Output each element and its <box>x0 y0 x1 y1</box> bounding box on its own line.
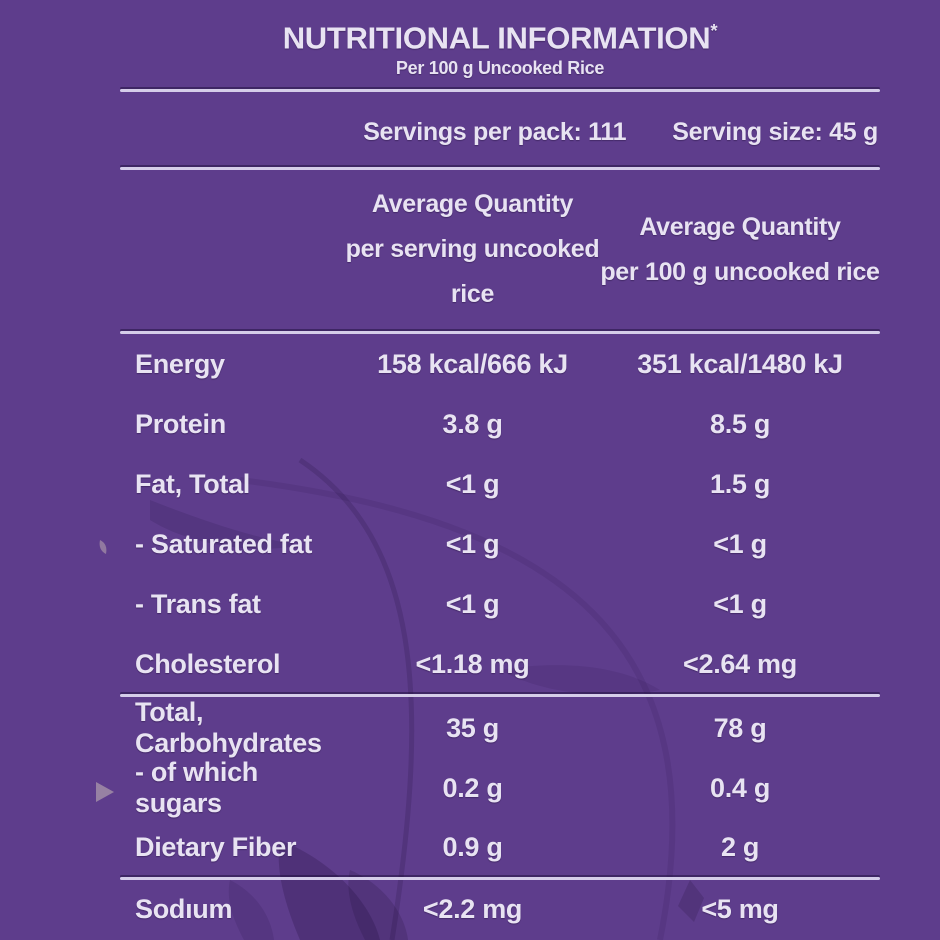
table-row: - Trans fat <1 g <1 g <box>120 574 880 634</box>
row-value-per-100g: <2.64 mg <box>683 648 797 679</box>
row-value-per-serving: 0.2 g <box>442 772 503 803</box>
table-row: Total, Carbohydrates 35 g 78 g <box>120 697 880 759</box>
table-row: Protein 3.8 g 8.5 g <box>120 394 880 454</box>
row-value-per-100g: 78 g <box>713 712 767 743</box>
servings-per-pack-label: Servings per pack: 111 <box>363 118 627 147</box>
table-row: Dietary Fiber 0.9 g 2 g <box>120 817 880 877</box>
row-value-per-serving: 35 g <box>446 712 499 743</box>
table-group-carbohydrates: Total, Carbohydrates 35 g 78 g - of whic… <box>120 697 880 877</box>
row-value-per-100g: 1.5 g <box>709 468 771 499</box>
row-value-per-100g: 2 g <box>720 831 760 862</box>
servings-row: Servings per pack: 111 Serving size: 45 … <box>120 92 880 167</box>
table-row: Fat, Total <1 g 1.5 g <box>120 454 880 514</box>
row-label: - of which sugars <box>135 757 258 819</box>
page-title-text: NUTRITIONAL INFORMATION <box>282 20 711 56</box>
divider-headers <box>120 331 880 335</box>
title-asterisk: * <box>710 20 718 41</box>
row-value-per-100g: <5 mg <box>701 893 779 924</box>
serving-size-label: Serving size: 45 g <box>672 118 878 147</box>
page-title: NUTRITIONAL INFORMATION* <box>120 14 880 55</box>
page-subtitle: Per 100 g Uncooked Rice <box>395 58 605 79</box>
table-group-main: Energy 158 kcal/666 kJ 351 kcal/1480 kJ … <box>120 334 880 694</box>
row-label: Energy <box>135 348 225 379</box>
column-header-per-100g: Average Quantity per 100 g uncooked rice <box>600 212 880 286</box>
row-label: Total, Carbohydrates <box>135 697 322 759</box>
row-label: - Trans fat <box>135 588 261 619</box>
table-row: - of which sugars 0.2 g 0.4 g <box>120 757 880 819</box>
row-value-per-serving: 3.8 g <box>442 408 503 439</box>
row-value-per-serving: 0.9 g <box>442 831 503 862</box>
row-value-per-100g: 8.5 g <box>709 408 771 439</box>
row-value-per-serving: <1 g <box>445 468 500 499</box>
row-label: Sodıum <box>135 893 233 924</box>
divider-servings <box>120 167 880 171</box>
row-label: Protein <box>135 408 226 439</box>
divider-fiber <box>120 877 880 881</box>
row-label: Dietary Fiber <box>135 831 297 862</box>
row-label: Fat, Total <box>135 468 250 499</box>
table-row: Sodıum <2.2 mg <5 mg <box>120 880 880 938</box>
column-headers: Average Quantity per serving uncooked ri… <box>120 170 880 331</box>
row-label: Cholesterol <box>135 648 281 679</box>
row-label: - Saturated fat <box>135 528 313 559</box>
table-row: Cholesterol <1.18 mg <2.64 mg <box>120 634 880 694</box>
row-value-per-100g: <1 g <box>713 588 767 619</box>
row-value-per-serving: <1 g <box>445 528 500 559</box>
header: NUTRITIONAL INFORMATION* Per 100 g Uncoo… <box>120 0 880 79</box>
row-value-per-100g: 351 kcal/1480 kJ <box>637 348 843 379</box>
table-row: - Saturated fat <1 g <1 g <box>120 514 880 574</box>
table-group-sodium: Sodıum <2.2 mg <5 mg <box>120 880 880 938</box>
row-value-per-100g: <1 g <box>713 528 767 559</box>
row-value-per-serving: <1 g <box>445 588 500 619</box>
divider-top <box>120 89 880 93</box>
column-header-per-serving: Average Quantity per serving uncooked ri… <box>345 190 600 309</box>
row-value-per-serving: 158 kcal/666 kJ <box>377 348 568 379</box>
row-value-per-100g: 0.4 g <box>709 772 771 803</box>
row-value-per-serving: <2.2 mg <box>422 893 523 924</box>
divider-cholesterol <box>120 694 880 698</box>
row-value-per-serving: <1.18 mg <box>415 648 530 679</box>
table-row: Energy 158 kcal/666 kJ 351 kcal/1480 kJ <box>120 334 880 394</box>
